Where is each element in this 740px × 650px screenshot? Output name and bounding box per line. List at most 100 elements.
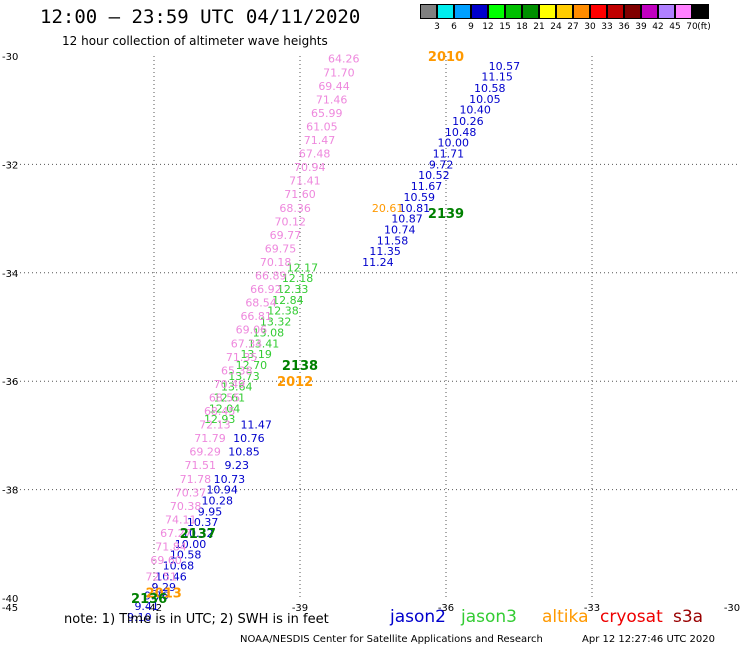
chart-title: 12:00 – 23:59 UTC 04/11/2020 — [40, 6, 361, 28]
s3a-data-label: 67.34 — [231, 337, 263, 350]
jason2-data-label: 10.74 — [384, 223, 416, 236]
s3a-data-label: 66.92 — [250, 283, 282, 296]
jason2-data-label: 10.00 — [438, 137, 470, 150]
jason2-data-label: 10.68 — [163, 559, 195, 572]
color-scale-swatch — [437, 4, 454, 19]
jason2-data-label: 10.85 — [228, 446, 260, 459]
color-scale-label: 30 — [584, 22, 596, 32]
x-tick-label: -33 — [584, 603, 600, 614]
y-tick-label: -36 — [2, 377, 18, 388]
color-scale-label: 12 — [482, 22, 494, 32]
s3a-data-label: 69.44 — [318, 80, 350, 93]
s3a-data-label: 67.27 — [160, 527, 192, 540]
jason2-data-label: 11.47 — [240, 419, 272, 432]
s3a-data-label: 66.89 — [255, 270, 287, 283]
color-scale-label: 36 — [618, 22, 630, 32]
color-scale-swatch — [488, 4, 505, 19]
s3a-data-label: 68.54 — [245, 297, 277, 310]
color-scale-label: 45 — [669, 22, 681, 32]
x-tick-label: -42 — [146, 603, 162, 614]
color-scale-label: 18 — [516, 22, 528, 32]
y-tick-label: -30 — [2, 52, 18, 63]
y-tick-label: -34 — [2, 269, 18, 280]
color-scale-swatch — [573, 4, 590, 19]
pass-number-label: 2137 — [180, 527, 216, 542]
jason3-data-label: 12.04 — [209, 402, 241, 415]
jason3-data-label: 12.70 — [236, 359, 268, 372]
legend-item-cryosat: cryosat — [600, 607, 663, 627]
pass-number-label: 2010 — [428, 50, 464, 65]
jason3-data-label: 12.33 — [277, 283, 309, 296]
pass-number-label: 2013 — [146, 587, 182, 602]
s3a-data-label: 71.46 — [316, 93, 348, 106]
jason3-data-label: 13.19 — [240, 348, 272, 361]
color-scale-swatch — [471, 4, 488, 19]
x-tick-label: -36 — [438, 603, 454, 614]
legend-item-jason2: jason2 — [390, 607, 446, 627]
jason2-data-label: 10.48 — [445, 126, 477, 139]
jason3-data-label: 12.61 — [214, 391, 246, 404]
color-scale-swatch — [607, 4, 624, 19]
jason2-data-label: 11.58 — [377, 234, 409, 247]
jason3-data-label: 13.08 — [253, 326, 285, 339]
color-scale-label: 21 — [533, 22, 545, 32]
jason2-data-label: 10.58 — [170, 549, 202, 562]
s3a-data-label: 72.51 — [146, 570, 178, 583]
y-tick-label: -38 — [2, 486, 18, 497]
jason2-data-label: 9.72 — [429, 158, 454, 171]
s3a-data-label: 70.18 — [260, 256, 292, 269]
color-scale-swatch — [624, 4, 641, 19]
s3a-data-label: 66.81 — [240, 310, 272, 323]
jason3-data-label: 13.32 — [260, 316, 292, 329]
jason2-data-label: 10.73 — [214, 473, 246, 486]
s3a-data-label: 65.38 — [221, 364, 253, 377]
axis-tick-labels: -45 -42 -39 -36 -33 -30 -30 -32 -34 -36 -38 -40 — [2, 52, 740, 614]
color-scale-swatch — [454, 4, 471, 19]
footer-timestamp: Apr 12 12:27:46 UTC 2020 — [582, 634, 715, 645]
s3a-data-label: 69.77 — [270, 229, 302, 242]
jason2-data-label: 10.46 — [155, 570, 187, 583]
pass-number-label: 2012 — [277, 375, 313, 390]
color-scale-label: 70 — [686, 22, 698, 32]
color-scale-label: 27 — [567, 22, 579, 32]
s3a-data-label: 71.35 — [226, 351, 258, 364]
legend-item-jason3: jason3 — [461, 607, 517, 627]
jason3-data-label: 13.73 — [228, 370, 260, 383]
jason3-data-label: 12.18 — [282, 272, 314, 285]
color-scale-swatch — [556, 4, 573, 19]
jason2-data-label: 10.26 — [452, 115, 484, 128]
jason2-data-label: 10.87 — [391, 213, 423, 226]
color-scale-label: 24 — [550, 22, 562, 32]
s3a-data-label: 71.78 — [180, 473, 212, 486]
jason2-data-label: 11.24 — [362, 256, 394, 269]
y-tick-label: -32 — [2, 160, 18, 171]
jason2-data-label: 10.00 — [175, 538, 207, 551]
jason3-data-label: 12.17 — [287, 261, 319, 274]
color-scale-label: 15 — [499, 22, 511, 32]
data-labels: 10.5711.1510.5810.0510.4010.2610.4810.00… — [127, 53, 520, 624]
jason2-data-label: 10.58 — [474, 82, 506, 95]
color-scale-label: 3 — [434, 22, 440, 32]
s3a-data-label: 70.49 — [214, 378, 246, 391]
footer-credit: NOAA/NESDIS Center for Satellite Applica… — [240, 634, 543, 645]
color-scale-swatch — [641, 4, 658, 19]
s3a-data-label: 69.29 — [189, 446, 221, 459]
color-scale-swatch — [505, 4, 522, 19]
y-tick-label: -40 — [2, 594, 18, 605]
legend-item-s3a: s3a — [673, 607, 704, 627]
jason2-data-label: 10.57 — [489, 60, 521, 73]
color-scale-swatch — [692, 4, 709, 19]
s3a-data-label: 65.99 — [311, 107, 343, 120]
pass-number-label: 2136 — [131, 592, 167, 607]
jason2-data-label: 10.28 — [202, 494, 234, 507]
s3a-data-label: 69.06 — [236, 324, 268, 337]
x-tick-label: -45 — [2, 603, 18, 614]
color-scale-label: 9 — [468, 22, 474, 32]
s3a-data-label: 72.13 — [199, 419, 231, 432]
jason2-data-label: 10.05 — [469, 93, 501, 106]
s3a-data-label: 69.60 — [150, 554, 182, 567]
s3a-data-label: 68.36 — [279, 202, 311, 215]
color-scale-swatch — [420, 4, 437, 19]
